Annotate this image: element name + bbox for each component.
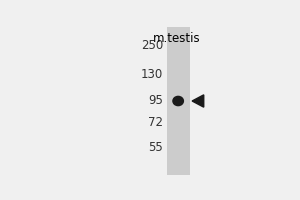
Text: 95: 95 bbox=[148, 95, 163, 108]
Bar bbox=[167, 27, 190, 175]
Ellipse shape bbox=[173, 96, 183, 106]
Polygon shape bbox=[192, 95, 204, 107]
Text: 55: 55 bbox=[148, 141, 163, 154]
Text: m.testis: m.testis bbox=[153, 32, 201, 45]
Text: 250: 250 bbox=[141, 39, 163, 52]
Text: 72: 72 bbox=[148, 116, 163, 129]
Text: 130: 130 bbox=[141, 68, 163, 81]
